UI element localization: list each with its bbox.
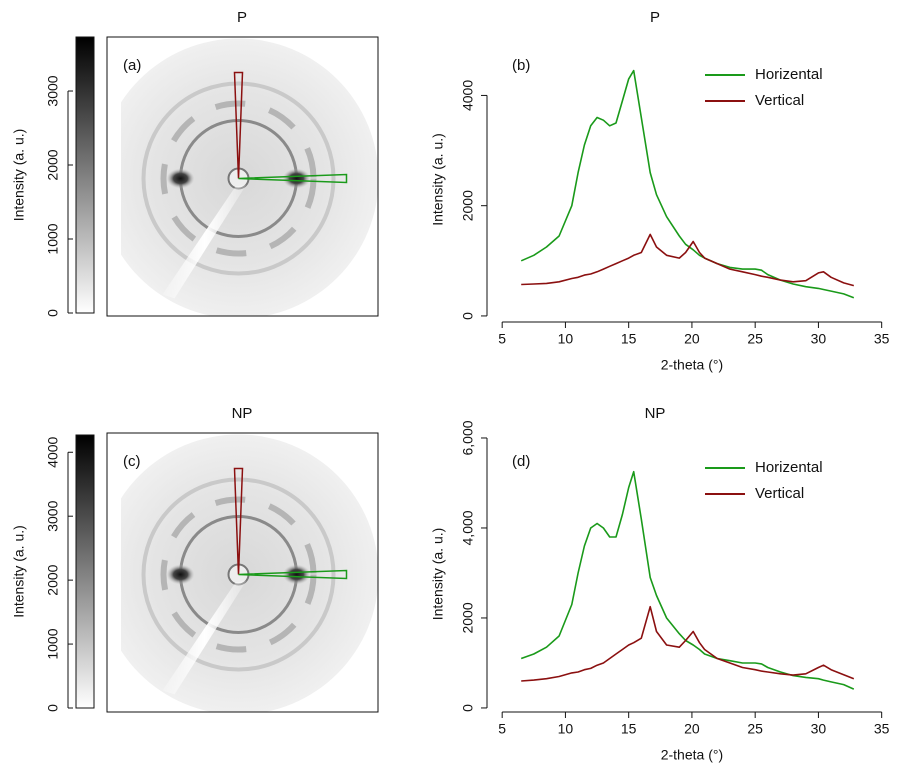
diffraction-image [107, 37, 378, 316]
x-tick-label: 5 [498, 721, 506, 737]
spot [282, 168, 311, 189]
y-tick-label: 2000 [460, 190, 476, 221]
y-tick-label: 0 [460, 704, 476, 712]
panel-title: NP [645, 405, 666, 422]
y-tick-label: 4,000 [460, 510, 476, 545]
x-tick-label: 35 [874, 721, 890, 737]
y-axis-label: Intensity (a. u.) [430, 528, 446, 621]
data-line [520, 69, 855, 299]
colorbar-tick-label: 3000 [45, 75, 61, 106]
legend-label: Horizental [755, 66, 823, 83]
diffraction-image [107, 433, 378, 712]
y-tick-label: 4000 [460, 80, 476, 111]
legend-label: Vertical [755, 92, 804, 109]
y-axis-label: Intensity (a. u.) [430, 133, 446, 226]
panel-label: (d) [512, 453, 530, 470]
colorbar-tick-label: 2000 [45, 564, 61, 595]
colorbar-label: Intensity (a. u.) [11, 129, 27, 222]
x-tick-label: 15 [621, 331, 637, 347]
detector-edge [107, 37, 121, 316]
panel-label: (b) [512, 57, 530, 74]
panel-title: P [650, 9, 660, 26]
x-tick-label: 5 [498, 331, 506, 347]
y-tick-label: 0 [460, 312, 476, 320]
x-tick-label: 30 [811, 721, 827, 737]
detector-edge [107, 433, 121, 712]
x-tick-label: 20 [684, 331, 700, 347]
colorbar [75, 36, 95, 314]
y-tick-label: 2000 [460, 602, 476, 633]
panel-label: (a) [123, 57, 141, 74]
ring [160, 496, 317, 653]
ring [141, 81, 336, 276]
colorbar-label: Intensity (a. u.) [11, 525, 27, 618]
vertical-wedge [233, 71, 244, 179]
colorbar-tick-label: 3000 [45, 500, 61, 531]
legend-label: Vertical [755, 485, 804, 502]
data-line [521, 233, 855, 287]
colorbar-tick-label: 4000 [45, 436, 61, 467]
image-frame [106, 36, 379, 317]
colorbar-tick-label: 1000 [45, 628, 61, 659]
ring [160, 100, 317, 257]
horizontal-wedge [238, 173, 348, 184]
x-axis-label: 2-theta (°) [661, 357, 723, 373]
x-tick-label: 20 [684, 721, 700, 737]
panel-title: P [237, 9, 247, 26]
data-line [521, 605, 855, 682]
colorbar-tick-label: 1000 [45, 223, 61, 254]
spot [166, 564, 195, 585]
x-axis-label: 2-theta (°) [661, 747, 723, 763]
colorbar-tick-label: 0 [45, 704, 61, 712]
image-frame [106, 432, 379, 713]
x-tick-label: 10 [558, 331, 574, 347]
colorbar-tick-label: 0 [45, 309, 61, 317]
y-tick-label: 6,000 [460, 420, 476, 455]
data-line [520, 470, 855, 690]
spot [282, 564, 311, 585]
panel-title: NP [232, 405, 253, 422]
horizontal-wedge [238, 569, 348, 580]
beam-stop [162, 580, 247, 695]
x-tick-label: 15 [621, 721, 637, 737]
colorbar-tick-label: 2000 [45, 149, 61, 180]
x-tick-label: 25 [747, 721, 763, 737]
vertical-wedge [233, 467, 244, 575]
ring [141, 477, 336, 672]
x-tick-label: 30 [811, 331, 827, 347]
panel-label: (c) [123, 453, 141, 470]
x-tick-label: 10 [558, 721, 574, 737]
spot [166, 168, 195, 189]
x-tick-label: 25 [747, 331, 763, 347]
beam-stop [162, 184, 247, 299]
legend-label: Horizental [755, 459, 823, 476]
colorbar [75, 434, 95, 709]
x-tick-label: 35 [874, 331, 890, 347]
